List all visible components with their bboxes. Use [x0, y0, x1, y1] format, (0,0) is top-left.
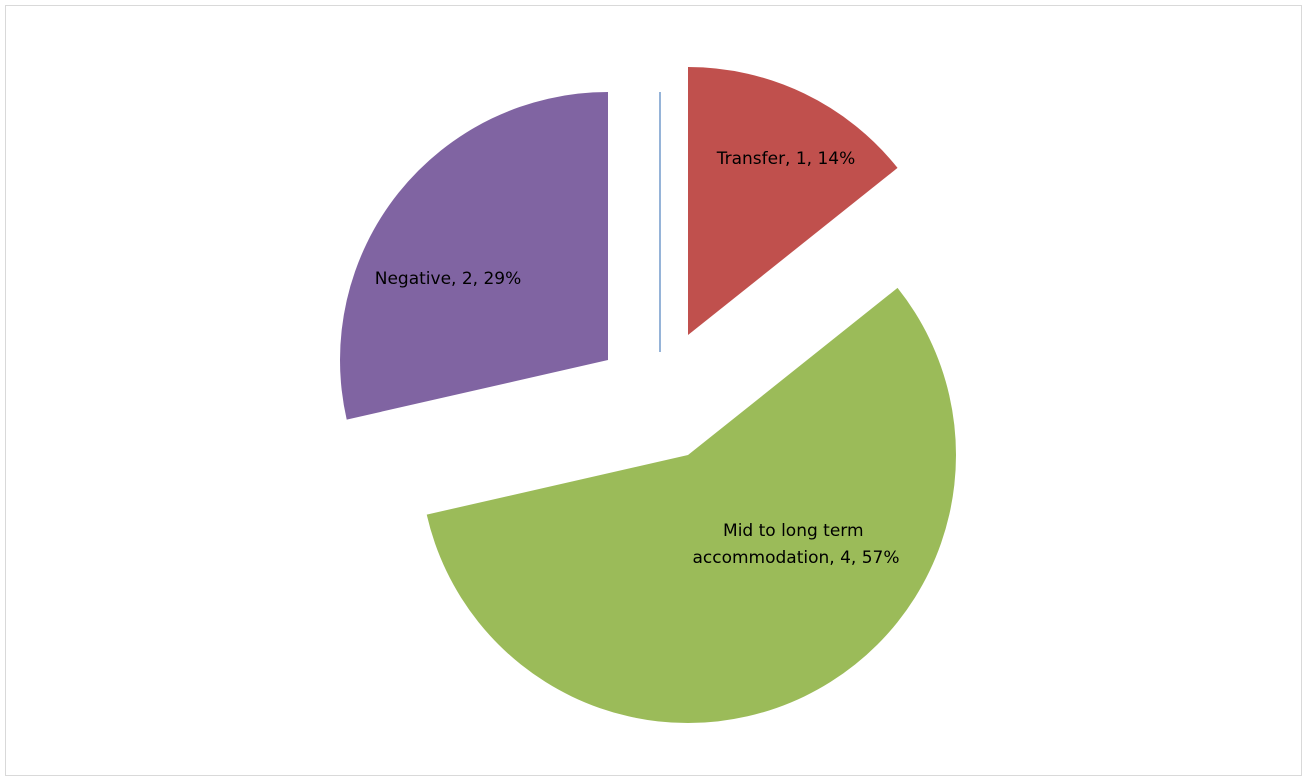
- data-label-accommodation-line2: accommodation, 4, 57%: [692, 548, 899, 568]
- data-label-transfer: Transfer, 1, 14%: [716, 149, 856, 169]
- data-label-accommodation: Mid to long term accommodation, 4, 57%: [692, 521, 899, 568]
- data-label-negative: Negative, 2, 29%: [375, 269, 522, 289]
- pie-slice-transfer: [688, 67, 898, 335]
- pie-slice-negative: [340, 92, 608, 420]
- pie-slice-mid-to-long-term-accommodation: [426, 287, 956, 724]
- data-label-accommodation-line1: Mid to long term: [723, 521, 864, 541]
